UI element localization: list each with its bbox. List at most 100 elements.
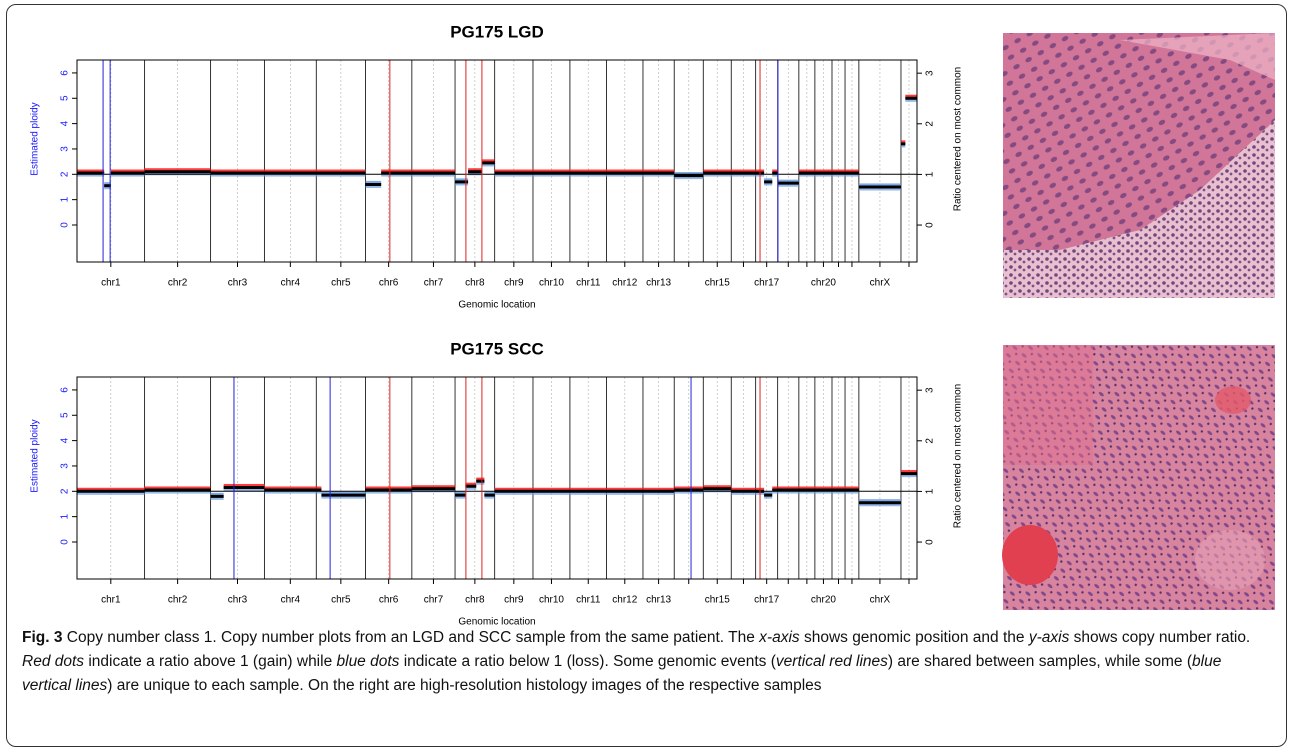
- segment-dots-upper: [365, 486, 412, 491]
- plot-title: PG175 LGD: [450, 22, 544, 41]
- segment-dots-upper: [210, 492, 224, 497]
- y-tick-label: 4: [60, 120, 71, 126]
- x-tick-label: chr15: [705, 595, 730, 606]
- segment-dots-upper: [484, 491, 495, 496]
- segment-dots-lower: [365, 490, 412, 494]
- y-tick-label: 5: [60, 95, 71, 101]
- y-axis-label: Estimated ploidy: [30, 419, 41, 492]
- segment-dots-upper: [455, 491, 466, 496]
- segment-dots-lower: [674, 175, 704, 180]
- y2-tick-label: 2: [925, 438, 936, 444]
- segment-dots-lower: [411, 173, 456, 177]
- segment-dots-upper: [674, 172, 704, 176]
- x-axis-label: Genomic location: [458, 617, 535, 625]
- x-tick-label: chrX: [870, 278, 891, 289]
- caption-run: y-axis: [1028, 629, 1070, 646]
- segment-dots-upper: [772, 169, 778, 174]
- caption-run: x-axis: [759, 629, 800, 646]
- segment-dots-lower: [494, 491, 675, 495]
- segment-dots-upper: [731, 487, 756, 492]
- x-tick-label: chr1: [101, 595, 121, 606]
- segment-dots-lower: [77, 491, 145, 495]
- segment-dots-lower: [476, 481, 485, 485]
- y-tick-label: 0: [60, 539, 71, 545]
- segment-dots-upper: [110, 169, 145, 174]
- x-tick-label: chr12: [612, 595, 637, 606]
- x-tick-label: chr4: [281, 278, 301, 289]
- segment-dots-upper: [858, 183, 901, 187]
- x-tick-label: chr20: [811, 278, 836, 289]
- caption-run: indicate a ratio above 1 (gain) while: [84, 653, 337, 670]
- segment-dots-lower: [77, 173, 105, 177]
- caption-run: ) are unique to each sample. On the righ…: [107, 677, 822, 694]
- caption-run: blue vertical lines: [22, 653, 1222, 694]
- segment-dots-lower: [703, 488, 732, 493]
- y2-tick-label: 3: [925, 387, 936, 393]
- segment-dots-lower: [321, 495, 366, 499]
- y-tick-label: 2: [60, 171, 71, 177]
- segment-dots-lower: [858, 186, 901, 191]
- segment-dots-lower: [481, 162, 495, 167]
- y-tick-label: 4: [60, 437, 71, 443]
- x-tick-label: chr11: [576, 278, 601, 289]
- segment-dots-upper: [411, 485, 456, 489]
- x-tick-label: chr5: [331, 278, 351, 289]
- segment-dots-lower: [731, 491, 756, 495]
- x-tick-label: chr20: [811, 595, 836, 606]
- histology-scc: [1002, 345, 1275, 610]
- segment-dots-lower: [484, 495, 495, 499]
- plot-frame: [76, 376, 918, 580]
- x-tick-label: chr5: [331, 595, 351, 606]
- x-tick-label: chr15: [705, 278, 730, 289]
- copy-number-plot: PG175 SCC chr1 chr2 chr3 chr4 chr5 chr6 chr7 chr…: [30, 339, 964, 625]
- y-axis-label: Estimated ploidy: [30, 102, 41, 175]
- segment-dots-lower: [264, 490, 317, 494]
- x-tick-label: chr2: [168, 595, 188, 606]
- caption-run: Fig. 3: [22, 629, 63, 646]
- segment-dots-lower: [798, 173, 859, 177]
- segment-dots-lower: [455, 495, 466, 499]
- plot-frame: [76, 59, 918, 263]
- segment-dots-lower: [455, 181, 469, 186]
- segment-dots-upper: [210, 169, 366, 174]
- segment-dots-lower: [777, 183, 799, 187]
- segment-dots-lower: [772, 490, 778, 494]
- segment-dots-upper: [703, 169, 756, 174]
- segment-dots-upper: [321, 491, 366, 496]
- segment-dots-upper: [764, 178, 773, 182]
- segment-dots-upper: [316, 486, 322, 491]
- x-tick-label: chr1: [101, 278, 121, 289]
- y-tick-label: 1: [60, 513, 71, 519]
- segment-dots-upper: [77, 169, 105, 174]
- segment-dots-lower: [104, 185, 111, 190]
- caption-run: Copy number class 1. Copy number plots f…: [62, 629, 760, 646]
- x-tick-label: chr4: [281, 595, 301, 606]
- caption-run: indicate a ratio below 1 (loss). Some ge…: [399, 653, 776, 670]
- figure-caption: Fig. 3 Copy number class 1. Copy number …: [22, 626, 1272, 698]
- y-tick-label: 5: [60, 412, 71, 418]
- y2-axis-label: Ratio centered on most common: [953, 67, 964, 212]
- y2-tick-label: 3: [925, 70, 936, 76]
- x-tick-label: chr7: [424, 278, 444, 289]
- x-tick-label: chr6: [379, 595, 399, 606]
- segment-dots-lower: [494, 173, 675, 177]
- x-axis-label: Genomic location: [458, 300, 535, 311]
- y-tick-label: 3: [60, 463, 71, 469]
- segment-dots-upper: [772, 486, 778, 491]
- segment-dots-upper: [104, 182, 111, 186]
- x-tick-label: chr12: [612, 278, 637, 289]
- segment-dots-lower: [703, 173, 756, 177]
- x-tick-label: chr17: [754, 278, 779, 289]
- segment-dots-upper: [144, 168, 211, 172]
- y2-axis-label: Ratio centered on most common: [953, 384, 964, 529]
- segment-dots-lower: [316, 490, 322, 494]
- segment-dots-upper: [144, 486, 211, 491]
- segment-dots-lower: [777, 490, 859, 494]
- x-tick-label: chr2: [168, 278, 188, 289]
- x-tick-label: chr9: [504, 595, 524, 606]
- segment-dots-upper: [798, 169, 859, 174]
- segment-dots-upper: [900, 140, 906, 144]
- segment-dots-upper: [381, 169, 412, 174]
- y-tick-label: 2: [60, 488, 71, 494]
- plot-title: PG175 SCC: [450, 339, 544, 358]
